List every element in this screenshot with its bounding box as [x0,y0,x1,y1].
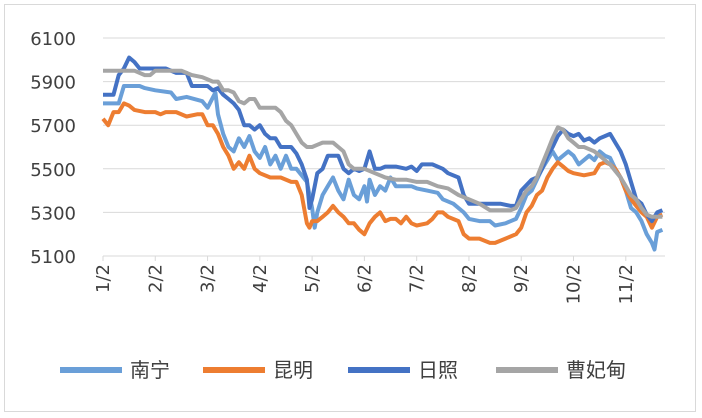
x-tick-label: 4/2 [250,264,271,293]
x-tick-label: 6/2 [354,264,375,293]
series-line-1 [101,101,664,245]
legend-label-3: 曹妃甸 [566,358,626,382]
y-tick-label: 5700 [30,116,76,137]
x-tick-label: 5/2 [302,264,323,293]
x-tick-label: 1/2 [93,264,114,293]
y-tick-label: 6100 [30,29,76,50]
y-tick-label: 5500 [30,160,76,181]
series-line-2 [103,55,664,224]
x-tick-label: 7/2 [407,264,428,293]
x-tick-label: 8/2 [459,264,480,293]
legend-label-1: 昆明 [273,358,313,382]
x-tick-label: 9/2 [511,264,532,293]
legend-label-2: 日照 [418,358,458,382]
legend-label-0: 南宁 [130,358,170,382]
legend: 南宁 昆明 日照 曹妃甸 [60,358,626,382]
series-line-0 [103,84,664,252]
x-tick-label: 11/2 [616,264,637,304]
y-tick-label: 5900 [30,73,76,94]
y-axis: 6100 5900 5700 5500 5300 5100 [30,29,76,268]
x-tick-label: 10/2 [564,264,585,304]
series-line-3 [103,68,663,219]
x-tick-label: 3/2 [198,264,219,293]
y-tick-label: 5100 [30,247,76,268]
y-tick-label: 5300 [30,203,76,224]
series-lines [101,55,664,252]
x-tick-label: 2/2 [145,264,166,293]
x-axis: 1/2 2/2 3/2 4/2 5/2 6/2 7/2 8/2 9/2 10/2 11/2 [93,255,665,304]
